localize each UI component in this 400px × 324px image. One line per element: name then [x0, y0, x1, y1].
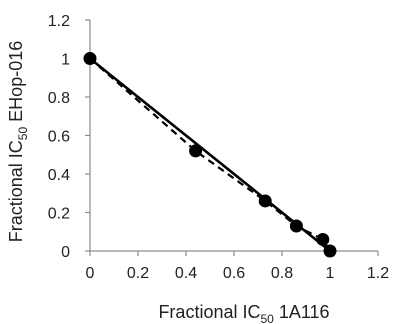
x-tick-label: 0.4: [175, 265, 197, 282]
data-point: [258, 194, 272, 208]
y-ticks: 0 0.2 0.4 0.6 0.8 1 1.2: [48, 13, 90, 261]
y-tick-label: 0: [61, 244, 70, 261]
x-tick-label: 0.2: [127, 265, 149, 282]
y-axis-title: Fractional IC50 EHop-016: [6, 41, 30, 242]
data-point: [323, 244, 337, 258]
series-layer: [83, 52, 337, 258]
data-point: [189, 144, 203, 158]
x-axis-title-subscript: 50: [260, 312, 274, 324]
dashed-fit-line: [89, 57, 331, 252]
x-tick-label: 0.8: [271, 265, 293, 282]
y-tick-label: 0.4: [48, 167, 70, 184]
x-axis-title-suffix: 1A116: [274, 302, 330, 322]
y-tick-label: 1: [61, 52, 70, 69]
plot-area: 0 0.2 0.4 0.6 0.8 1 1.2 0 0.2 0.4 0.6 0.8 1 1.2: [48, 13, 389, 282]
x-ticks: 0 0.2 0.4 0.6 0.8 1 1.2: [86, 251, 389, 282]
data-point: [83, 52, 97, 65]
data-point: [316, 232, 330, 246]
y-axis-title-suffix: EHop-016: [6, 41, 26, 127]
x-tick-label: 1: [326, 265, 335, 282]
solid-additivity-line: [89, 57, 331, 253]
x-axis-title-prefix: Fractional IC: [158, 302, 260, 322]
y-axis-title-prefix: Fractional IC: [6, 140, 26, 242]
x-tick-label: 1.2: [367, 265, 389, 282]
x-axis-title: Fractional IC50 1A116: [158, 302, 329, 324]
x-tick-label: 0.6: [223, 265, 245, 282]
y-tick-label: 0.6: [48, 129, 70, 146]
y-axis-title-subscript: 50: [16, 127, 30, 141]
x-tick-label: 0: [86, 265, 95, 282]
data-point: [289, 219, 303, 233]
y-tick-label: 0.2: [48, 206, 70, 223]
y-tick-label: 1.2: [48, 13, 70, 30]
y-tick-label: 0.8: [48, 90, 70, 107]
